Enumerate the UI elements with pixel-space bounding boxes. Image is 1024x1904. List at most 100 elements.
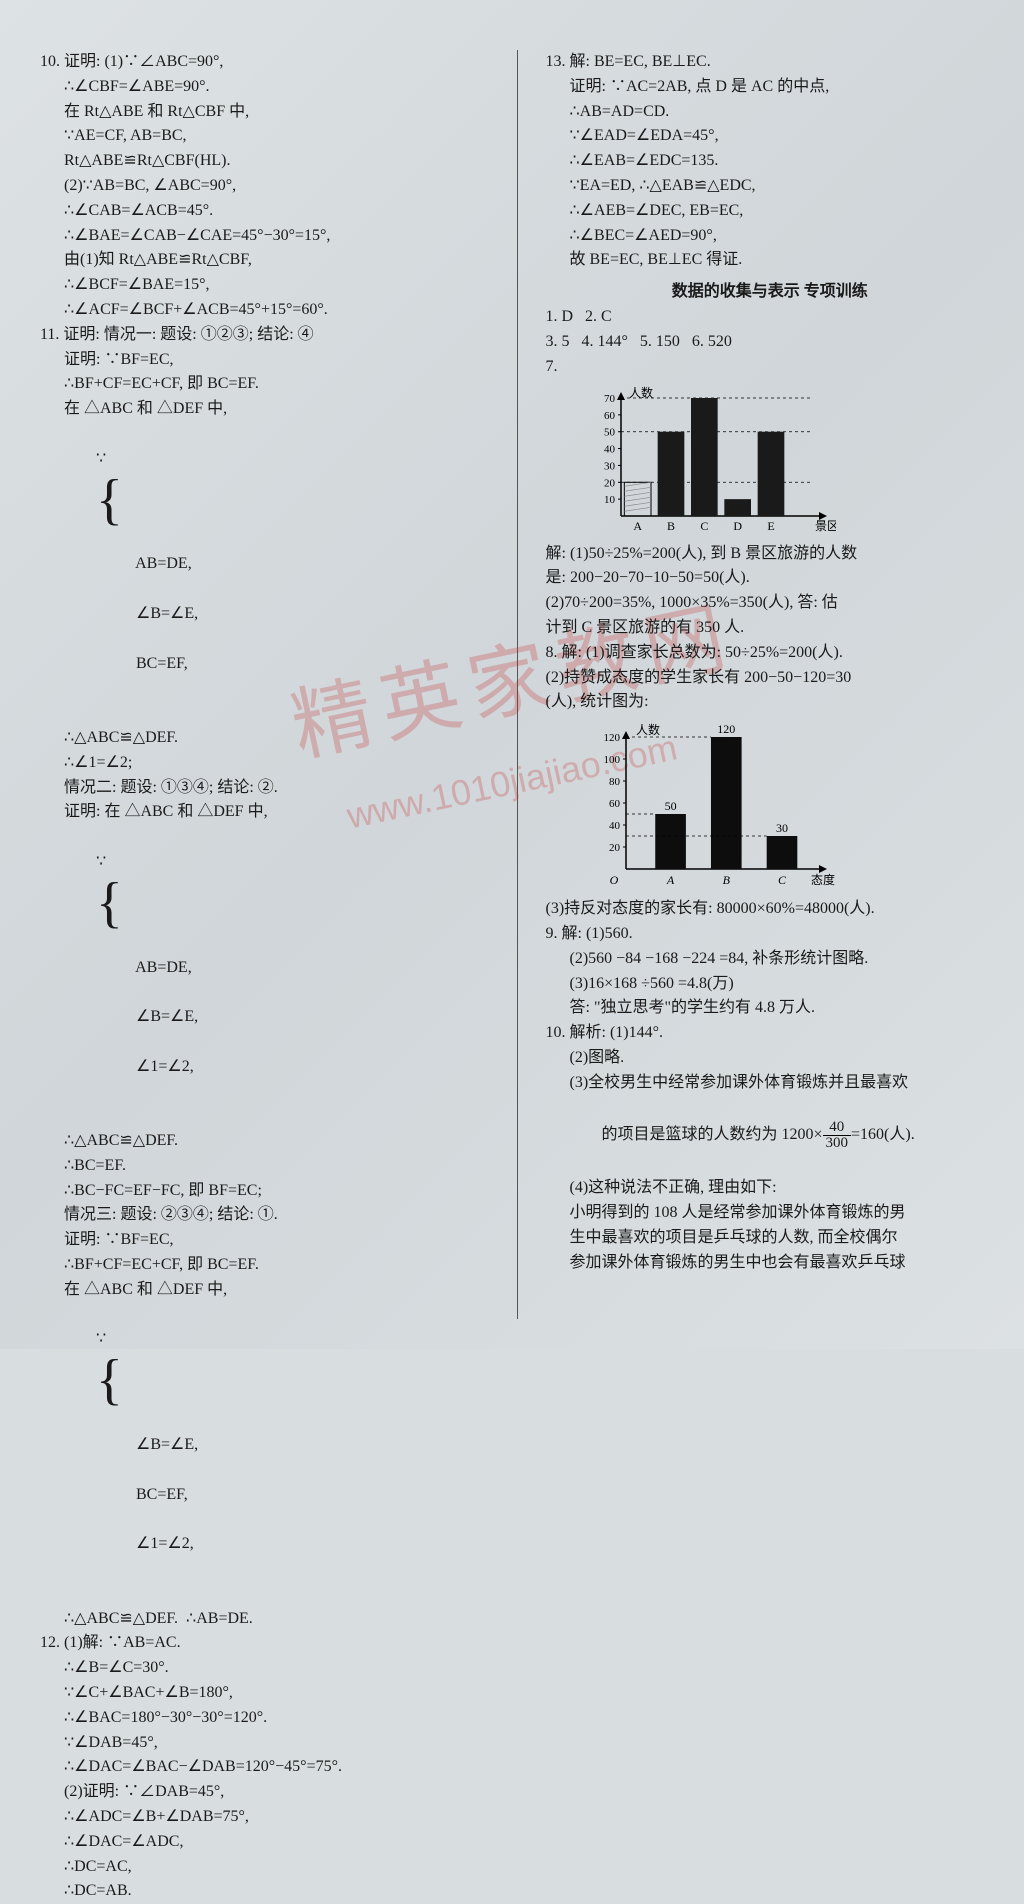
- svg-text:O: O: [609, 873, 618, 887]
- q10-l4: ∵AE=CF, AB=BC,: [40, 124, 489, 149]
- q10-l8: ∴∠BAE=∠CAB−∠CAE=45°−30°=15°,: [40, 224, 489, 249]
- q9-l3: (3)16×168 ÷560 =4.8(万): [546, 972, 995, 997]
- q13-l2: 证明: ∵AC=2AB, 点 D 是 AC 的中点,: [546, 75, 995, 100]
- q11-l12: ∴BF+CF=EC+CF, 即 BC=EF.: [40, 1253, 489, 1278]
- q11-case2: 情况二: 题设: ①③④; 结论: ②.: [40, 776, 489, 801]
- svg-text:C: C: [700, 519, 708, 533]
- brace2-content: AB=DE, ∠B=∠E, ∠1=∠2,: [96, 931, 198, 1105]
- column-divider: [517, 50, 518, 1319]
- b2r2: ∠B=∠E,: [136, 1008, 198, 1025]
- q11-l6: ∴∠1=∠2;: [40, 751, 489, 776]
- q10-l3: 在 Rt△ABE 和 Rt△CBF 中,: [40, 100, 489, 125]
- q10r-l3: (3)全校男生中经常参加课外体育锻炼并且最喜欢: [546, 1071, 995, 1096]
- svg-text:60: 60: [609, 798, 621, 810]
- ans-row1: 1. D 2. C: [546, 305, 995, 330]
- q11-l3: ∴BF+CF=EC+CF, 即 BC=EF.: [40, 372, 489, 397]
- svg-text:人数: 人数: [636, 722, 660, 737]
- svg-text:30: 30: [776, 821, 788, 835]
- q11-case3: 情况三: 题设: ②③④; 结论: ①.: [40, 1203, 489, 1228]
- q13-l4: ∵∠EAD=∠EDA=45°,: [546, 124, 995, 149]
- q13-l3: ∴AB=AD=CD.: [546, 100, 995, 125]
- q10r-l2: (2)图略.: [546, 1046, 995, 1071]
- q12-l7: (2)证明: ∵∠DAB=45°,: [40, 1780, 489, 1805]
- q11-brace3: ∵ { ∠B=∠E, BC=EF, ∠1=∠2,: [40, 1303, 489, 1607]
- q10-head: 10. 证明: (1)∵∠ABC=90°,: [40, 50, 489, 75]
- svg-text:50: 50: [664, 799, 676, 813]
- q7-l1: 解: (1)50÷25%=200(人), 到 B 景区旅游的人数: [546, 542, 995, 567]
- frac-num: 40: [823, 1120, 852, 1136]
- q12-head: 12. (1)解: ∵AB=AC.: [40, 1631, 489, 1656]
- brace-icon: {: [96, 875, 123, 931]
- b1r2: ∠B=∠E,: [136, 605, 198, 622]
- fraction: 40300: [823, 1120, 852, 1151]
- q10r-l4a: 的项目是篮球的人数约为 1200×: [602, 1126, 823, 1143]
- q7-l3: (2)70÷200=35%, 1000×35%=350(人), 答: 估: [546, 591, 995, 616]
- q10-l7: ∴∠CAB=∠ACB=45°.: [40, 199, 489, 224]
- q12-l6: ∴∠DAC=∠BAC−∠DAB=120°−45°=75°.: [40, 1755, 489, 1780]
- svg-text:态度: 态度: [811, 872, 835, 887]
- q8-cont: (3)持反对态度的家长有: 80000×60%=48000(人).: [546, 897, 995, 922]
- q12-l9: ∴∠DAC=∠ADC,: [40, 1830, 489, 1855]
- svg-text:60: 60: [604, 409, 616, 421]
- q13-l7: ∴∠AEB=∠DEC, EB=EC,: [546, 199, 995, 224]
- q9-l4: 答: "独立思考"的学生约有 4.8 万人.: [546, 996, 995, 1021]
- q10-l10: ∴∠BCF=∠BAE=15°,: [40, 273, 489, 298]
- svg-text:20: 20: [609, 842, 621, 854]
- svg-text:E: E: [767, 519, 774, 533]
- q10-l9: 由(1)知 Rt△ABE≌Rt△CBF,: [40, 248, 489, 273]
- svg-text:人数: 人数: [629, 386, 653, 400]
- q11-l2: 证明: ∵BF=EC,: [40, 348, 489, 373]
- b2r1: AB=DE,: [135, 959, 192, 976]
- brace3-content: ∠B=∠E, BC=EF, ∠1=∠2,: [96, 1408, 198, 1582]
- q7-l2: 是: 200−20−70−10−50=50(人).: [546, 566, 995, 591]
- svg-text:30: 30: [604, 460, 616, 472]
- svg-text:D: D: [733, 519, 742, 533]
- q11-l7: 证明: 在 △ABC 和 △DEF 中,: [40, 800, 489, 825]
- chart8-svg: 2040608010012050A120B30CO人数态度: [586, 721, 836, 891]
- brace3-pre: ∵: [96, 1330, 106, 1347]
- q10-l6: (2)∵AB=BC, ∠ABC=90°,: [40, 174, 489, 199]
- frac-den: 300: [823, 1136, 852, 1151]
- q13-l6: ∵EA=ED, ∴△EAB≌△EDC,: [546, 174, 995, 199]
- q12-l10: ∴DC=AC,: [40, 1855, 489, 1880]
- q11-brace1: ∵ { AB=DE, ∠B=∠E, BC=EF,: [40, 422, 489, 726]
- svg-text:20: 20: [604, 477, 616, 489]
- brace-icon: {: [96, 472, 123, 528]
- q10-l5: Rt△ABE≌Rt△CBF(HL).: [40, 149, 489, 174]
- q13-l9: 故 BE=EC, BE⊥EC 得证.: [546, 248, 995, 273]
- q10r-l4: 的项目是篮球的人数约为 1200×40300=160(人).: [546, 1096, 995, 1177]
- svg-text:A: A: [665, 873, 674, 887]
- q9-l2: (2)560 −84 −168 −224 =84, 补条形统计图略.: [546, 947, 995, 972]
- q11-l10: ∴BC−FC=EF−FC, 即 BF=EC;: [40, 1179, 489, 1204]
- q8-l3: (人), 统计图为:: [546, 690, 995, 715]
- b3r1: ∠B=∠E,: [136, 1436, 198, 1453]
- q11-l14: ∴△ABC≌△DEF. ∴AB=DE.: [40, 1607, 489, 1632]
- q10r-l8: 参加课外体育锻炼的男生中也会有最喜欢乒乓球: [546, 1251, 995, 1276]
- q12-l5: ∵∠DAB=45°,: [40, 1731, 489, 1756]
- q10r-l5: (4)这种说法不正确, 理由如下:: [546, 1176, 995, 1201]
- svg-text:100: 100: [603, 754, 620, 766]
- q13-l5: ∴∠EAB=∠EDC=135.: [546, 149, 995, 174]
- b3r2: BC=EF,: [136, 1486, 188, 1503]
- left-column: 10. 证明: (1)∵∠ABC=90°, ∴∠CBF=∠ABE=90°. 在 …: [40, 50, 489, 1319]
- svg-text:40: 40: [604, 443, 616, 455]
- q12-l8: ∴∠ADC=∠B+∠DAB=75°,: [40, 1805, 489, 1830]
- q8-l1: 8. 解: (1)调查家长总数为: 50÷25%=200(人).: [546, 641, 995, 666]
- svg-text:10: 10: [604, 494, 616, 506]
- brace-icon: {: [96, 1352, 123, 1408]
- page-root: 精英家教网 www.1010jiajiao.com 10. 证明: (1)∵∠A…: [0, 0, 1024, 1349]
- q12-l4: ∴∠BAC=180°−30°−30°=120°.: [40, 1706, 489, 1731]
- q11-l11: 证明: ∵BF=EC,: [40, 1228, 489, 1253]
- q8-l2: (2)持赞成态度的学生家长有 200−50−120=30: [546, 666, 995, 691]
- svg-text:A: A: [633, 519, 642, 533]
- q7-l4: 计到 C 景区旅游的有 350 人.: [546, 616, 995, 641]
- two-column-layout: 10. 证明: (1)∵∠ABC=90°, ∴∠CBF=∠ABE=90°. 在 …: [40, 50, 994, 1319]
- q12-l11: ∴DC=AB.: [40, 1879, 489, 1904]
- q10r-l6: 小明得到的 108 人是经常参加课外体育锻炼的男: [546, 1201, 995, 1226]
- svg-text:B: B: [666, 519, 674, 533]
- svg-text:B: B: [722, 873, 730, 887]
- q9-l1: 9. 解: (1)560.: [546, 922, 995, 947]
- q11-l4: 在 △ABC 和 △DEF 中,: [40, 397, 489, 422]
- brace2-pre: ∵: [96, 853, 106, 870]
- ans-row2: 3. 5 4. 144° 5. 150 6. 520: [546, 330, 995, 355]
